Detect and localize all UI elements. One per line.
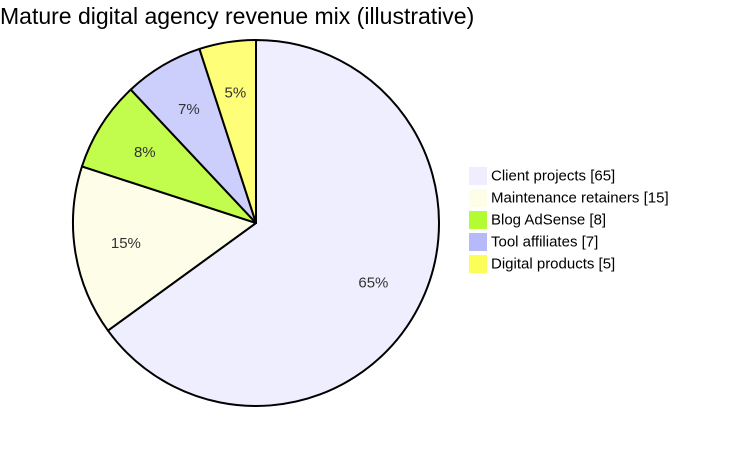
legend-swatch-tool-affiliates — [469, 233, 487, 251]
pie — [72, 39, 440, 407]
pie-slice-digital-products — [198, 39, 257, 224]
legend: Client projects [65] Maintenance retainer… — [469, 167, 669, 273]
legend-swatch-maintenance-retainers — [469, 189, 487, 207]
legend-swatch-blog-adsense — [469, 211, 487, 229]
pie-percent-label-blog-adsense: 8% — [134, 144, 156, 161]
pie-slice-blog-adsense — [80, 88, 257, 224]
pie-slice-client-projects — [106, 39, 440, 407]
pie-percent-label-client-projects: 65% — [358, 274, 388, 291]
pie-percent-label-maintenance-retainers: 15% — [111, 235, 141, 252]
pie-percent-labels: 65% 15% 8% 7% 5% — [111, 84, 389, 291]
legend-label-tool-affiliates: Tool affiliates [7] — [491, 234, 598, 251]
pie-percent-label-digital-products: 5% — [225, 84, 247, 101]
legend-label-maintenance-retainers: Maintenance retainers [15] — [491, 190, 669, 207]
legend-label-digital-products: Digital products [5] — [491, 256, 615, 273]
pie-percent-label-tool-affiliates: 7% — [178, 101, 200, 118]
legend-swatch-client-projects — [469, 167, 487, 185]
chart-title: Mature digital agency revenue mix (illus… — [0, 3, 474, 29]
legend-swatch-digital-products — [469, 255, 487, 273]
legend-label-client-projects: Client projects [65] — [491, 168, 615, 185]
legend-label-blog-adsense: Blog AdSense [8] — [491, 212, 606, 229]
pie-slice-maintenance-retainers — [72, 165, 257, 332]
